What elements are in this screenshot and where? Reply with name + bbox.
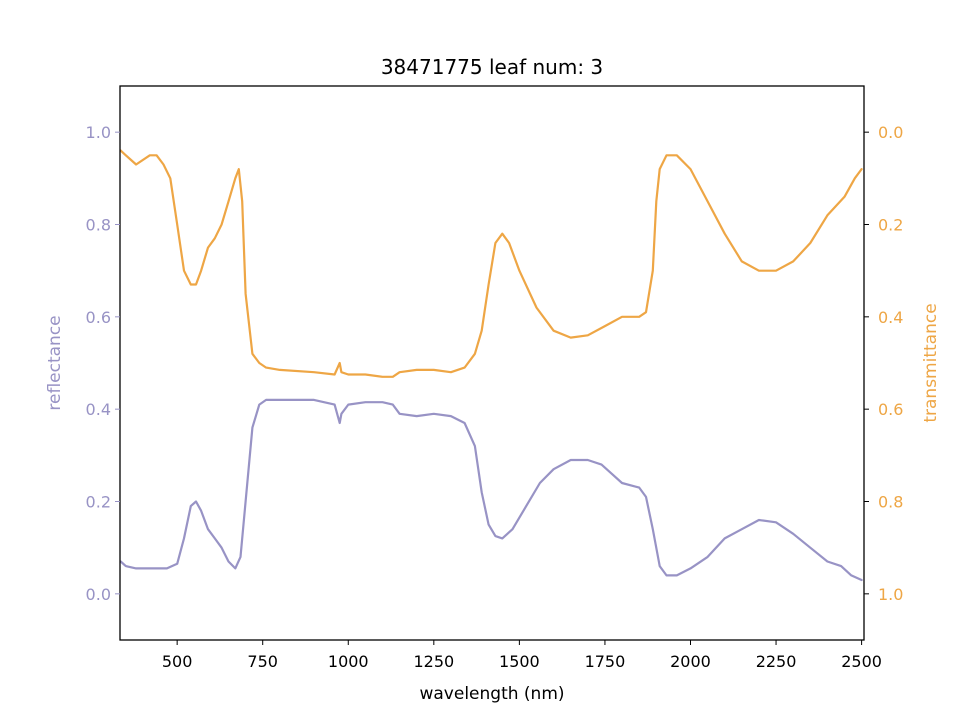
y-tick-label: 0.6 — [86, 308, 111, 327]
y2-tick-label: 0.6 — [878, 400, 903, 419]
series-line-reflectance — [119, 398, 863, 582]
y2-tick-label: 0.0 — [878, 123, 903, 142]
y2-axis-label: transmittance — [921, 303, 941, 422]
y2-tick-label: 0.4 — [878, 308, 903, 327]
x-tick-label: 1750 — [585, 652, 626, 671]
y-axis-right: 0.0 0.2 0.4 0.6 0.8 1.0 — [864, 123, 903, 604]
plot-frame — [119, 85, 865, 641]
x-tick-label: 1250 — [413, 652, 454, 671]
x-tick-label: 2250 — [756, 652, 797, 671]
y2-tick-label: 0.2 — [878, 216, 903, 235]
x-axis: 500 750 1000 1250 1500 1750 2000 2250 2500 — [162, 640, 882, 671]
series-layer — [119, 149, 863, 582]
y-tick-label: 0.2 — [86, 493, 111, 512]
x-tick-label: 1500 — [499, 652, 540, 671]
x-tick-label: 1000 — [328, 652, 369, 671]
chart-title: 38471775 leaf num: 3 — [381, 55, 603, 79]
x-tick-label: 750 — [247, 652, 278, 671]
series-line-transmittance — [119, 149, 863, 378]
x-tick-label: 2000 — [670, 652, 711, 671]
y-tick-label: 1.0 — [86, 123, 111, 142]
y-tick-label: 0.4 — [86, 400, 111, 419]
y-tick-label: 0.8 — [86, 216, 111, 235]
y2-tick-label: 0.8 — [878, 493, 903, 512]
x-tick-label: 2500 — [841, 652, 882, 671]
y-tick-label: 0.0 — [86, 585, 111, 604]
y-axis-label: reflectance — [45, 315, 65, 410]
x-axis-label: wavelength (nm) — [419, 684, 564, 704]
y-axis-left: 0.0 0.2 0.4 0.6 0.8 1.0 — [86, 123, 120, 604]
x-tick-label: 500 — [162, 652, 193, 671]
y2-tick-label: 1.0 — [878, 585, 903, 604]
